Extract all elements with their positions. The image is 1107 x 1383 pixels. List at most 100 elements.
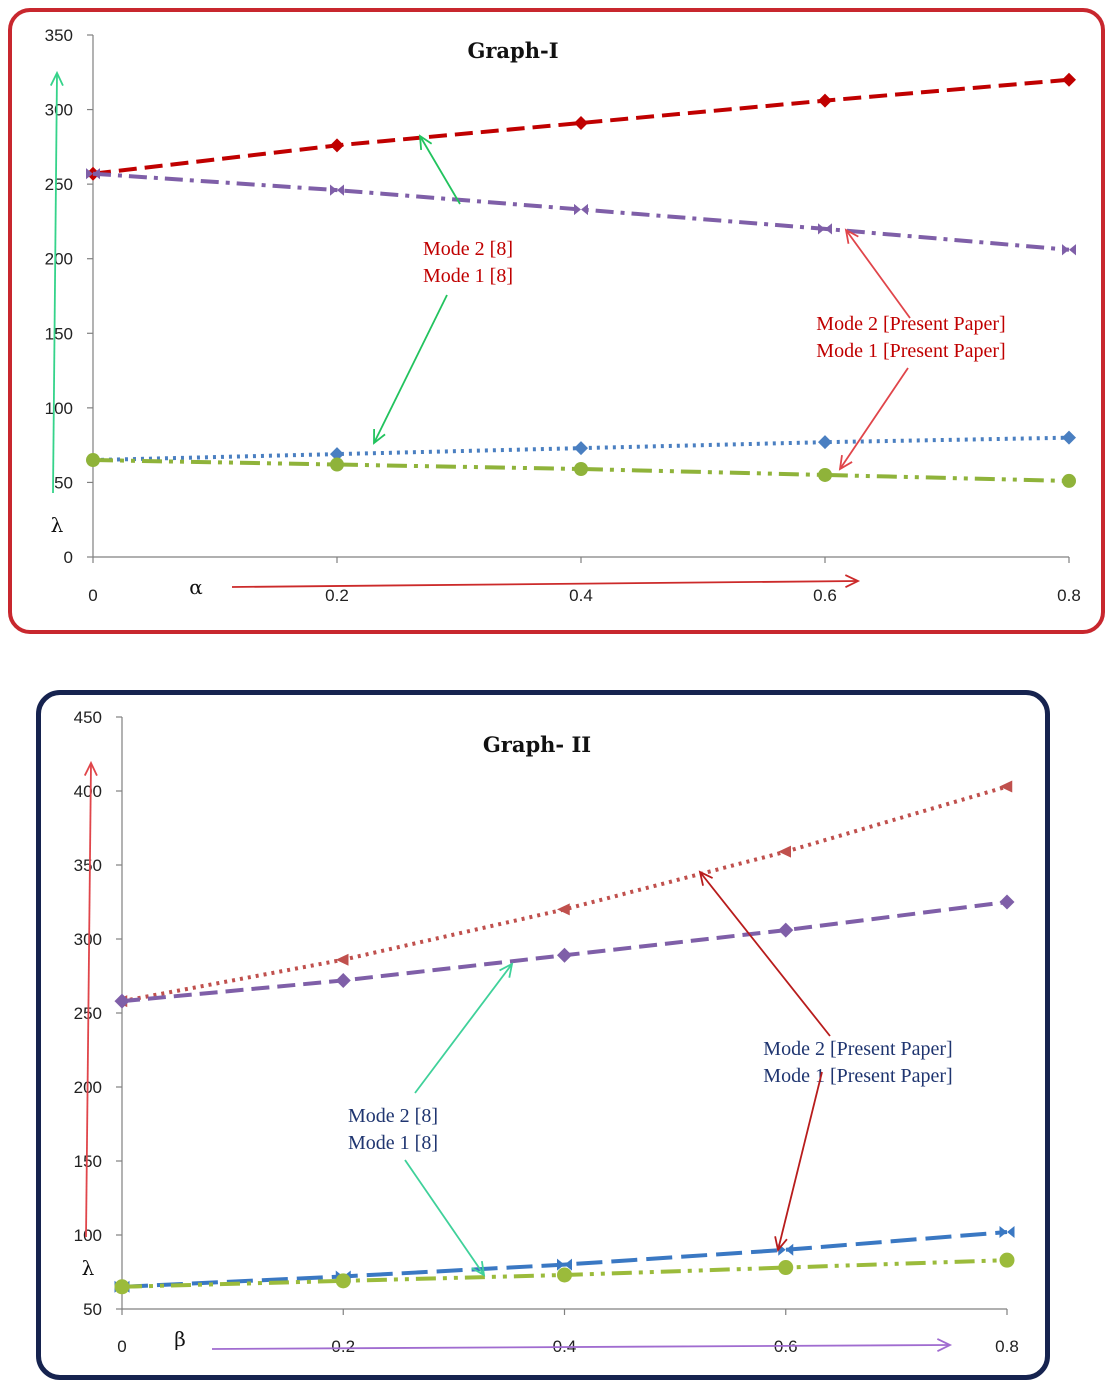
data-point (818, 93, 832, 108)
annotation-text: Mode 1 [Present Paper] (816, 340, 1005, 362)
annotation-arrow-head (698, 870, 713, 886)
x-axis-arrow-head (844, 574, 861, 589)
series-1 (114, 780, 1013, 1008)
x-tick-label: 0.2 (331, 1337, 355, 1356)
y-tick-label: 100 (45, 399, 73, 418)
y-tick-label: 50 (54, 473, 73, 492)
x-axis-arrow (211, 1344, 951, 1350)
y-axis-arrow-head (83, 760, 98, 777)
annotation-1: Mode 2 [8] Mode 1 [8] (373, 134, 513, 445)
annotation-arrow-head (499, 962, 514, 978)
data-point (818, 223, 825, 235)
x-tick-label: 0.8 (995, 1337, 1019, 1356)
series-2 (86, 168, 1076, 256)
data-point (999, 780, 1013, 793)
annotation-arrow (414, 963, 513, 1094)
data-point (999, 1226, 1007, 1239)
annotation-text: Mode 2 [8] (423, 238, 513, 260)
annotation-arrow (845, 229, 911, 319)
data-point (114, 993, 130, 1009)
data-point (1062, 244, 1069, 256)
data-point (1069, 244, 1076, 256)
data-point (330, 184, 337, 196)
series-line (92, 458, 1070, 483)
x-tick-label: 0.4 (569, 586, 593, 605)
x-tick-label: 0 (117, 1337, 126, 1356)
data-point (335, 972, 351, 988)
annotation-text: Mode 1 [Present Paper] (763, 1065, 952, 1087)
data-point (574, 203, 581, 216)
series-4 (114, 1252, 1015, 1295)
chart-title: Graph-I (467, 38, 558, 63)
data-point (778, 1260, 794, 1276)
annotation-2: Mode 2 [Present Paper] Mode 1 [Present Pa… (816, 228, 1006, 471)
data-point (818, 435, 832, 450)
y-axis-arrow (52, 72, 58, 494)
y-axis-arrow-head (49, 70, 64, 87)
annotation-text: Mode 1 [8] (348, 1132, 438, 1154)
x-axis-label: β (174, 1327, 186, 1351)
data-point (114, 1279, 130, 1295)
series-line (92, 171, 1070, 252)
data-point (86, 453, 100, 468)
annotation-text: Mode 2 [Present Paper] (763, 1038, 952, 1060)
y-tick-label: 300 (45, 101, 73, 120)
chart-title: Graph- II (483, 732, 591, 757)
series-line (92, 77, 1070, 176)
data-point (93, 168, 100, 180)
y-axis-label: λ (51, 513, 64, 537)
data-point (825, 223, 832, 235)
y-tick-label: 400 (74, 782, 102, 801)
annotation-arrow-head (471, 1261, 486, 1277)
data-point (1062, 430, 1076, 445)
y-tick-label: 150 (45, 324, 73, 343)
x-tick-label: 0 (88, 586, 97, 605)
data-point (330, 457, 344, 472)
data-point (337, 184, 344, 196)
annotation-2: Mode 2 [Present Paper] Mode 1 [Present Pa… (698, 870, 953, 1253)
annotation-arrow-head (844, 228, 859, 244)
annotation-arrow-head (373, 428, 386, 445)
data-point (1062, 473, 1076, 488)
data-point (557, 1267, 572, 1283)
data-point (564, 1258, 572, 1271)
x-tick-label: 0.2 (325, 586, 349, 605)
annotation-arrow (777, 1071, 823, 1251)
y-tick-label: 0 (64, 548, 73, 567)
x-axis-label: α (189, 575, 203, 599)
y-axis-arrow (85, 762, 92, 1238)
y-tick-label: 200 (45, 250, 73, 269)
annotation-text: Mode 2 [8] (348, 1105, 438, 1127)
y-tick-label: 350 (45, 26, 73, 45)
annotation-1: Mode 2 [8] Mode 1 [8] (348, 962, 514, 1277)
data-point (785, 1243, 794, 1256)
data-point (574, 462, 588, 477)
data-point (330, 447, 344, 462)
data-point (574, 441, 588, 456)
series-2 (114, 894, 1015, 1009)
data-point (818, 467, 832, 482)
data-point (999, 894, 1015, 910)
annotation-text: Mode 1 [8] (423, 265, 513, 287)
y-tick-label: 150 (74, 1152, 102, 1171)
y-tick-label: 250 (45, 175, 73, 194)
chart-1: 0 50 100 150 200 250 300 350 0 0.2 0.4 0.6 0.8 Graph-… (45, 26, 1081, 605)
y-tick-label: 50 (83, 1300, 102, 1319)
annotation-arrow (404, 1159, 485, 1276)
data-point (335, 1273, 351, 1289)
data-point (1062, 72, 1076, 87)
y-tick-label: 100 (74, 1226, 102, 1245)
annotation-arrow-head (838, 455, 853, 471)
data-point (557, 1258, 565, 1271)
data-point (557, 903, 570, 916)
y-axis-label: λ (82, 1256, 95, 1280)
annotation-text: Mode 2 [Present Paper] (816, 313, 1005, 335)
data-point (335, 953, 349, 966)
data-point (778, 922, 794, 938)
data-point (581, 203, 588, 216)
annotation-arrow (373, 294, 448, 444)
data-point (999, 1252, 1015, 1268)
x-axis-arrow (231, 580, 859, 588)
data-point (86, 168, 93, 180)
x-tick-label: 0.8 (1057, 586, 1081, 605)
